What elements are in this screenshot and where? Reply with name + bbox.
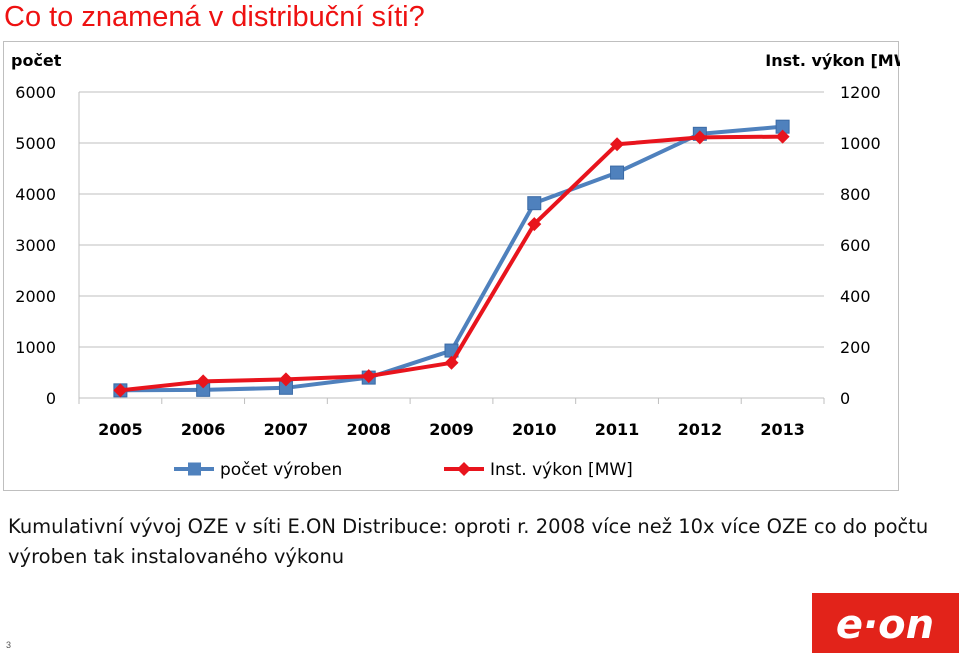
eon-logo-mark: e·on (836, 602, 934, 648)
x-tick-label: 2005 (98, 420, 143, 439)
left-tick-label: 5000 (15, 134, 56, 153)
left-tick-label: 0 (46, 389, 56, 408)
data-point-diamond (196, 374, 211, 389)
left-tick-label: 2000 (15, 287, 56, 306)
page-number: 3 (6, 640, 12, 650)
data-point-diamond (775, 129, 790, 144)
slide-title: Co to znamená v distribuční síti? (4, 1, 425, 33)
data-point-diamond (610, 137, 625, 152)
left-axis-ticks: 0 1000 2000 3000 4000 5000 6000 (15, 83, 56, 408)
x-tick-label: 2009 (429, 420, 474, 439)
left-tick-label: 6000 (15, 83, 56, 102)
left-tick-label: 1000 (15, 338, 56, 357)
legend: počet výroben Inst. výkon [MW] (174, 460, 633, 480)
x-tick-label: 2008 (346, 420, 391, 439)
right-axis-ticks: 0 200 400 600 800 1000 1200 (840, 83, 881, 408)
data-point-square (610, 165, 625, 180)
chart-frame: 0 1000 2000 3000 4000 5000 6000 0 200 400 600 800 1… (3, 41, 900, 491)
data-point-diamond (278, 372, 293, 387)
data-point-diamond (113, 383, 128, 398)
legend-label: Inst. výkon [MW] (490, 460, 633, 480)
x-tick-label: 2010 (512, 420, 557, 439)
svg-text:e·on: e·on (836, 602, 934, 648)
left-tick-label: 3000 (15, 236, 56, 255)
data-point-diamond (444, 355, 459, 370)
right-axis-title: Inst. výkon [MW] (765, 51, 900, 70)
right-tick-label: 1200 (840, 83, 881, 102)
line-chart: 0 1000 2000 3000 4000 5000 6000 0 200 400 600 800 1… (11, 51, 900, 480)
x-axis-ticks: 2005 2006 2007 2008 2009 2010 2011 2012 2013 (98, 420, 805, 439)
x-tick-label: 2013 (760, 420, 805, 439)
left-tick-label: 4000 (15, 185, 56, 204)
series-group (113, 119, 790, 398)
left-axis-title: počet (11, 51, 62, 70)
right-tick-label: 400 (840, 287, 871, 306)
data-point-diamond (527, 217, 542, 232)
right-tick-label: 800 (840, 185, 871, 204)
x-tick-label: 2007 (264, 420, 309, 439)
data-point-diamond (361, 369, 376, 384)
eon-logo: e·on (812, 593, 959, 653)
right-tick-label: 0 (840, 389, 850, 408)
right-tick-label: 600 (840, 236, 871, 255)
data-point-diamond (692, 130, 707, 145)
legend-marker (188, 462, 201, 476)
legend-marker (457, 462, 471, 476)
x-tick-label: 2006 (181, 420, 226, 439)
legend-label: počet výroben (220, 460, 342, 480)
x-tick-label: 2011 (595, 420, 640, 439)
x-tick-label: 2012 (678, 420, 723, 439)
slide-caption: Kumulativní vývoj OZE v síti E.ON Distri… (8, 515, 929, 568)
right-tick-label: 1000 (840, 134, 881, 153)
gridlines (78, 91, 825, 404)
data-point-square (527, 196, 542, 211)
right-tick-label: 200 (840, 338, 871, 357)
